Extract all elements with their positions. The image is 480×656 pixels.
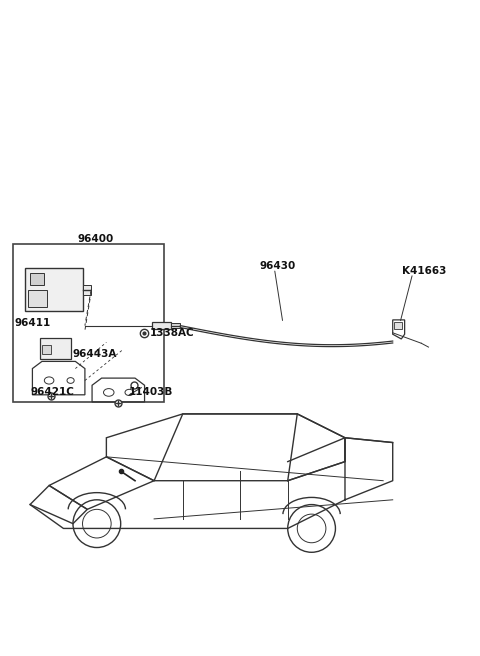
Bar [152,322,171,329]
Bar [30,273,44,285]
Bar [171,323,180,328]
Text: 11403B: 11403B [129,388,174,398]
Text: 96400: 96400 [78,234,114,244]
Bar [25,268,83,312]
Text: 1338AC: 1338AC [149,328,194,338]
Text: 96411: 96411 [15,318,51,328]
Bar [394,322,402,329]
Text: K41663: K41663 [402,266,446,276]
Text: 96443A: 96443A [72,349,116,359]
Bar [83,285,91,295]
Text: 96430: 96430 [259,261,295,271]
Text: 96421C: 96421C [31,388,75,398]
Bar [42,344,51,354]
Bar [39,338,71,359]
Bar [28,290,47,306]
Bar [13,245,164,402]
